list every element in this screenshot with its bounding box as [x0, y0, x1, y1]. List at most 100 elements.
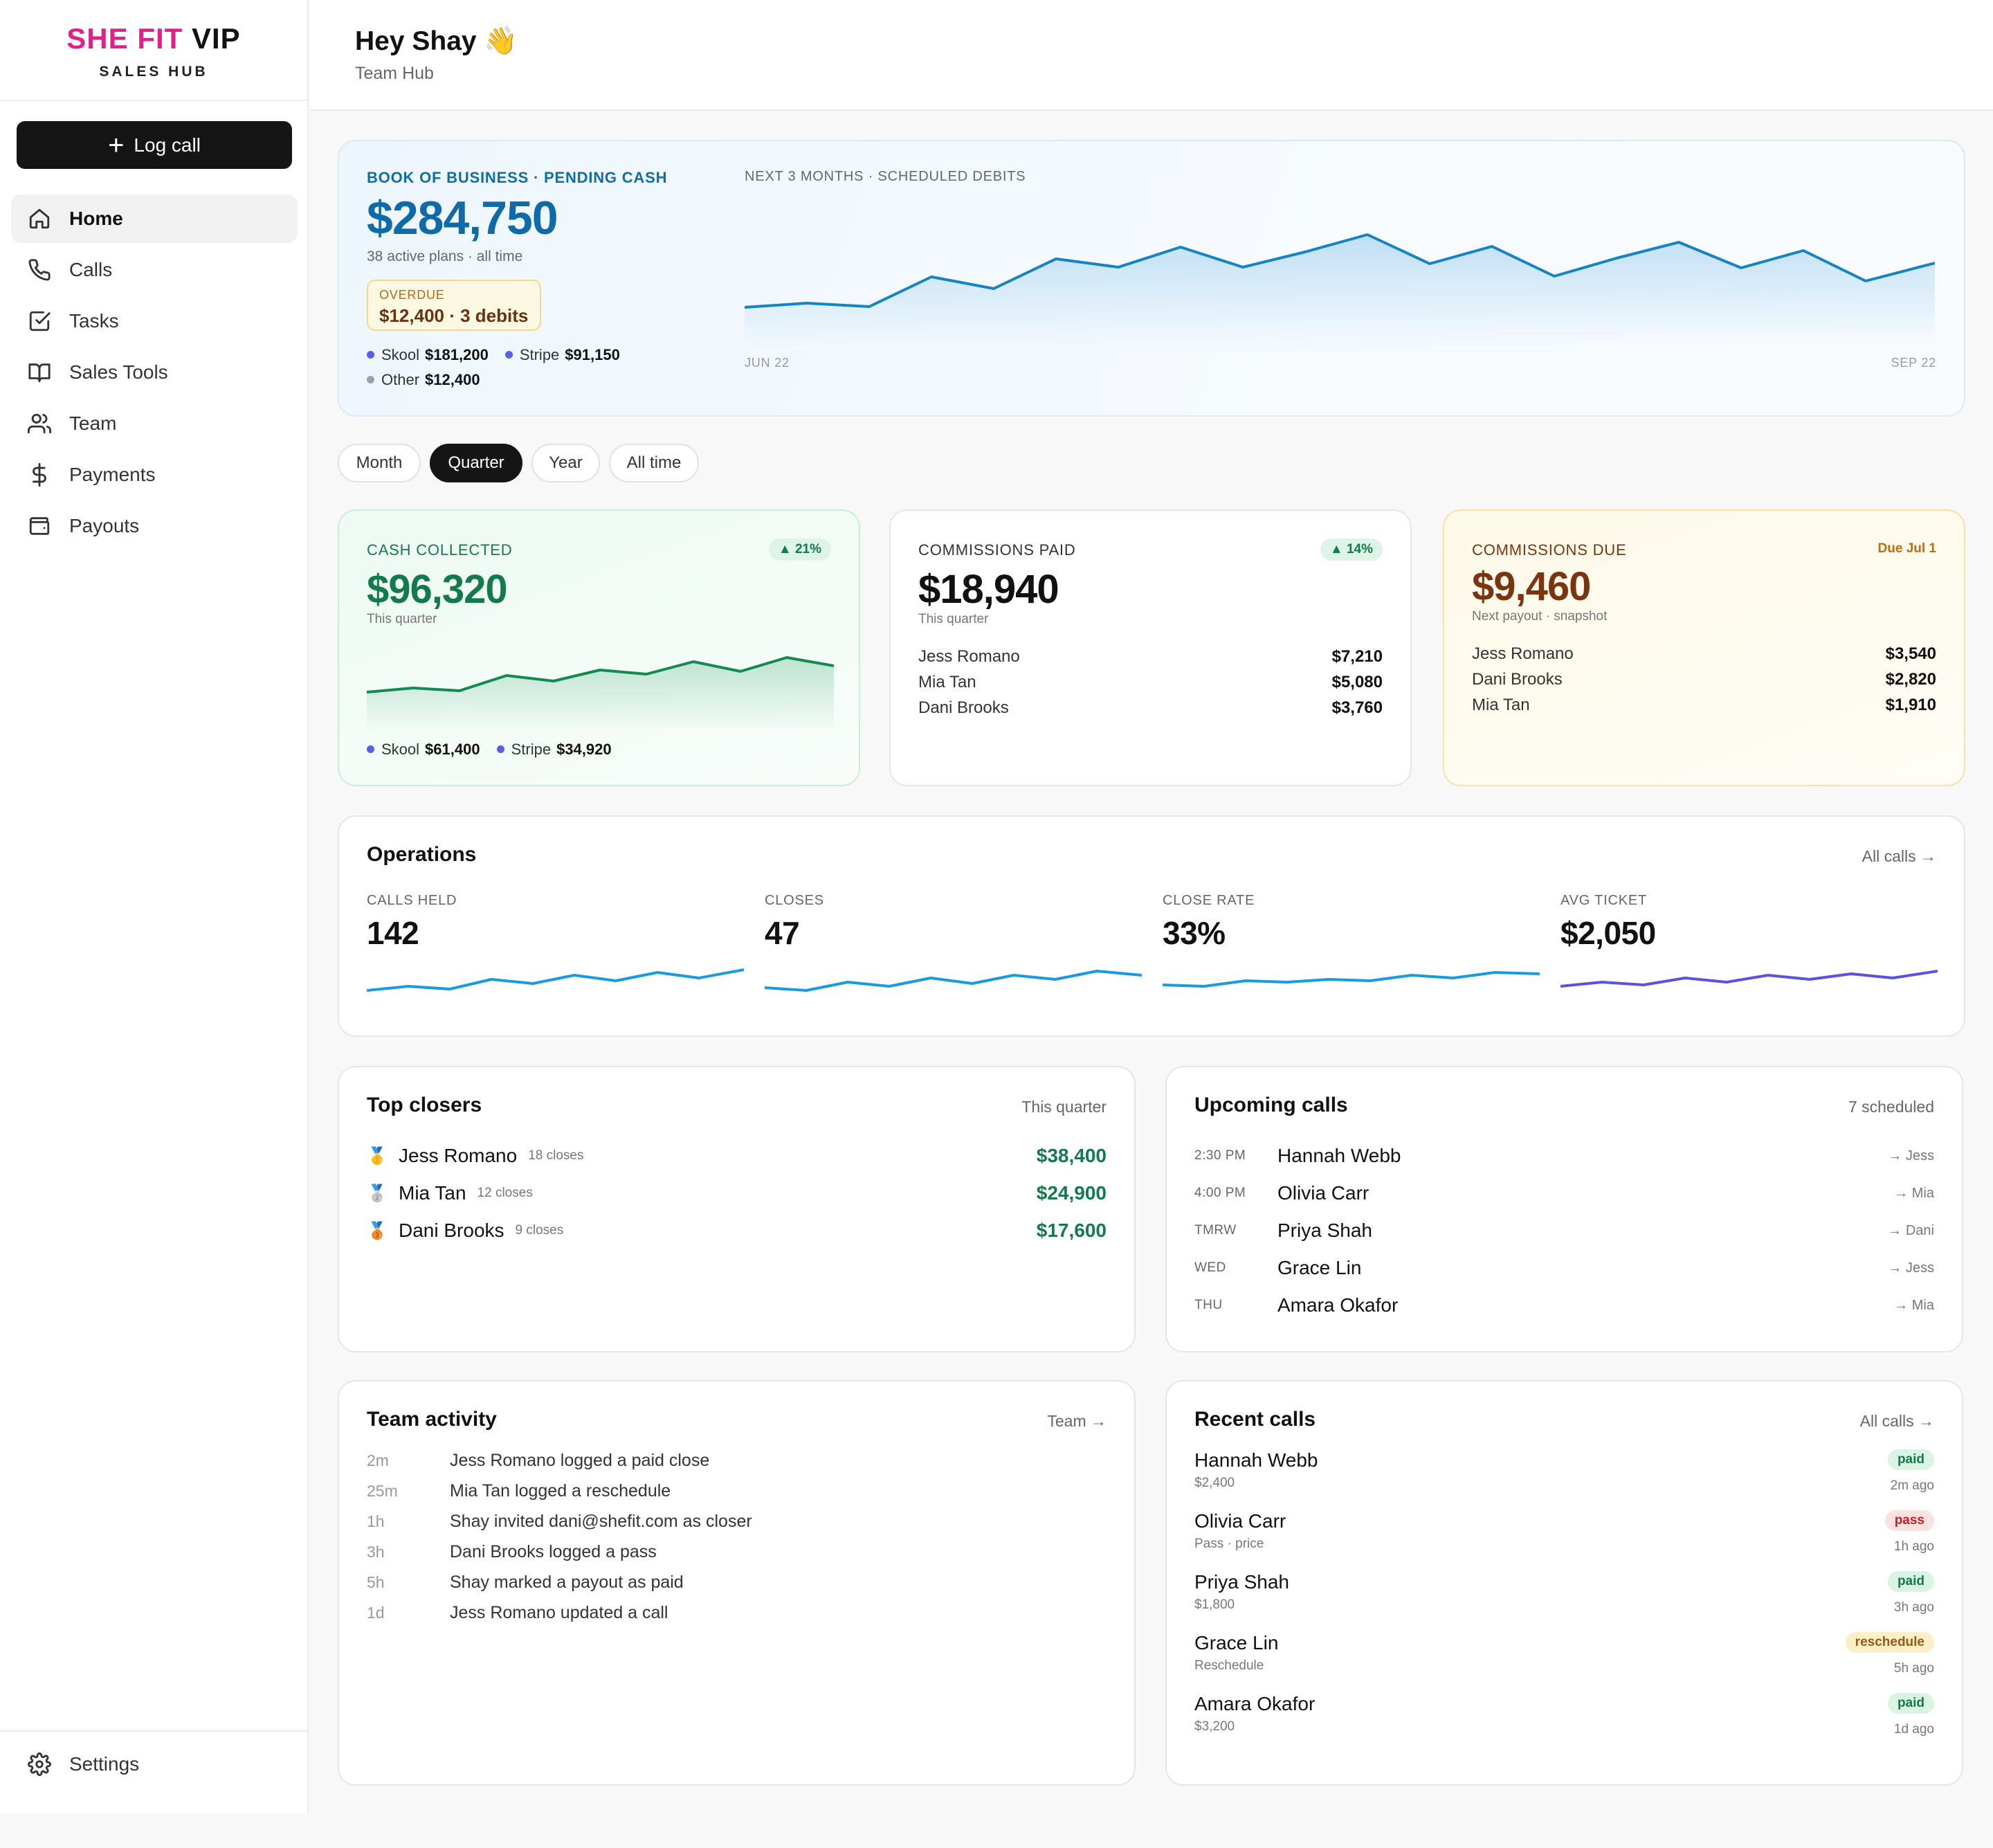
status-badge: pass — [1884, 1510, 1934, 1531]
list-item[interactable]: THU Amara Okafor → Mia — [1194, 1294, 1934, 1316]
legend-item: Skool $61,400 — [367, 741, 480, 759]
book-subtext: 38 active plans · all time — [367, 248, 523, 264]
metric-closes: CLOSES 47 — [764, 893, 1143, 1006]
sidebar-item-payments[interactable]: Payments — [11, 451, 298, 499]
sidebar-item-label: Team — [69, 413, 117, 434]
sidebar-item-label: Tasks — [69, 310, 119, 332]
recent-calls-card: Recent calls All calls → Hannah Webb $2,4… — [1165, 1380, 1963, 1786]
log-call-button[interactable]: + Log call — [17, 121, 292, 169]
sidebar-item-tasks[interactable]: Tasks — [11, 297, 298, 345]
cash-legend: Skool $61,400 Stripe $34,920 — [367, 741, 612, 759]
filter-quarter[interactable]: Quarter — [430, 444, 522, 482]
book-of-business-card: BOOK OF BUSINESS · PENDING CASH $284,750… — [338, 140, 1965, 417]
sidebar-item-sales-tools[interactable]: Sales Tools — [11, 348, 298, 397]
chart-area — [745, 235, 1935, 349]
operations-card: Operations All calls → CALLS HELD 142 CL… — [338, 815, 1965, 1037]
list-item: 5h Shay marked a payout as paid — [367, 1572, 684, 1592]
settings-label: Settings — [69, 1753, 140, 1775]
legend-item: Stripe $91,150 — [504, 346, 620, 364]
sidebar-nav: Home Calls Tasks Sales Tools Team Paymen… — [11, 194, 298, 553]
brand-name-pink: SHE FIT — [66, 22, 183, 55]
chart-line — [745, 233, 1935, 309]
gold-medal-icon: 🥇 — [367, 1146, 388, 1166]
metric-value: 142 — [367, 915, 419, 951]
book-value: $284,750 — [367, 192, 558, 244]
legend-dot — [496, 745, 504, 753]
table-row[interactable]: Olivia Carr Pass · price pass 1h ago — [1194, 1510, 1934, 1554]
list-item: Dani Brooks $3,760 — [918, 698, 1383, 717]
sidebar-item-calls[interactable]: Calls — [11, 246, 298, 294]
list-item: Mia Tan $5,080 — [918, 672, 1383, 691]
upcoming-calls-card: Upcoming calls 7 scheduled 2:30 PM Hannah… — [1165, 1066, 1963, 1352]
commissions-due-subtext: Next payout · snapshot — [1472, 609, 1608, 624]
sidebar-item-payouts[interactable]: Payouts — [11, 502, 298, 550]
overdue-value: $12,400 · 3 debits — [379, 305, 529, 326]
all-calls-link[interactable]: All calls → — [1859, 1412, 1934, 1430]
list-item[interactable]: 🥉 Dani Brooks 9 closes $17,600 — [367, 1220, 1107, 1241]
cash-chart — [367, 656, 834, 732]
sidebar-item-label: Calls — [69, 259, 113, 280]
table-row[interactable]: Grace Lin Reschedule reschedule 5h ago — [1194, 1632, 1934, 1676]
commissions-paid-value: $18,940 — [918, 567, 1059, 612]
team-link[interactable]: Team → — [1047, 1412, 1107, 1430]
list-item[interactable]: 2:30 PM Hannah Webb → Jess — [1194, 1145, 1934, 1166]
list-item: Mia Tan $1,910 — [1472, 695, 1936, 714]
sidebar-item-settings[interactable]: Settings — [28, 1752, 139, 1776]
list-item: Jess Romano $3,540 — [1472, 644, 1936, 663]
status-badge: paid — [1887, 1449, 1934, 1470]
top-closers-title: Top closers — [367, 1094, 482, 1116]
book-chart-title: NEXT 3 MONTHS · SCHEDULED DEBITS — [745, 169, 1026, 184]
sparkline — [764, 970, 1143, 992]
list-item: 3h Dani Brooks logged a pass — [367, 1541, 657, 1561]
users-icon — [28, 413, 51, 434]
list-item[interactable]: 🥈 Mia Tan 12 closes $24,900 — [367, 1182, 1107, 1204]
status-badge: paid — [1887, 1571, 1934, 1592]
book-icon — [28, 363, 51, 383]
list-item: Jess Romano $7,210 — [918, 646, 1383, 666]
log-call-label: Log call — [134, 134, 201, 156]
table-row[interactable]: Hannah Webb $2,400 paid 2m ago — [1194, 1449, 1934, 1493]
list-item[interactable]: WED Grace Lin → Jess — [1194, 1257, 1934, 1278]
sidebar-item-label: Payouts — [69, 515, 140, 536]
filter-month[interactable]: Month — [338, 444, 421, 482]
page-subtitle: Team Hub — [355, 64, 434, 83]
phone-icon — [28, 259, 51, 281]
brand-name-dark: VIP — [191, 22, 241, 55]
all-calls-link[interactable]: All calls → — [1862, 847, 1936, 865]
list-item[interactable]: 4:00 PM Olivia Carr → Mia — [1194, 1182, 1934, 1204]
table-row[interactable]: Amara Okafor $3,200 paid 1d ago — [1194, 1693, 1934, 1737]
overdue-badge[interactable]: OVERDUE $12,400 · 3 debits — [367, 280, 541, 331]
commissions-paid-card: COMMISSIONS PAID ▲ 14% $18,940 This quar… — [889, 509, 1412, 786]
sidebar-item-team[interactable]: Team — [11, 399, 298, 448]
metric-label: CALLS HELD — [367, 893, 457, 908]
list-item: 1d Jess Romano updated a call — [367, 1602, 668, 1622]
silver-medal-icon: 🥈 — [367, 1184, 388, 1203]
bronze-medal-icon: 🥉 — [367, 1221, 388, 1240]
filter-all-time[interactable]: All time — [609, 444, 699, 482]
table-row[interactable]: Priya Shah $1,800 paid 3h ago — [1194, 1571, 1934, 1615]
status-badge: reschedule — [1845, 1632, 1934, 1653]
page-title: Hey Shay 👋 — [355, 26, 518, 56]
list-item[interactable]: 🥇 Jess Romano 18 closes $38,400 — [367, 1145, 1107, 1166]
team-activity-title: Team activity — [367, 1408, 497, 1431]
metric-label: AVG TICKET — [1560, 893, 1648, 908]
overdue-label: OVERDUE — [379, 288, 445, 302]
upcoming-calls-count: 7 scheduled — [1848, 1098, 1934, 1116]
brand-logo[interactable]: SHE FIT VIP SALES HUB — [0, 0, 307, 101]
upcoming-calls-title: Upcoming calls — [1194, 1094, 1348, 1116]
legend-dot — [504, 350, 513, 359]
filter-year[interactable]: Year — [531, 444, 600, 482]
chart-line — [367, 656, 834, 694]
status-badge: paid — [1887, 1693, 1934, 1714]
plus-icon: + — [108, 129, 125, 161]
legend-dot — [367, 745, 374, 753]
sidebar-item-home[interactable]: Home — [11, 194, 298, 243]
list-item: 25m Mia Tan logged a reschedule — [367, 1480, 671, 1501]
sparkline — [1162, 971, 1540, 988]
recent-calls-title: Recent calls — [1194, 1408, 1316, 1431]
metric-value: $2,050 — [1560, 915, 1656, 951]
top-closers-period: This quarter — [1021, 1098, 1107, 1116]
book-legend: Skool $181,200 Stripe $91,150 Other $12,400 — [367, 346, 657, 389]
list-item[interactable]: TMRW Priya Shah → Dani — [1194, 1220, 1934, 1241]
legend-item: Other $12,400 — [367, 371, 480, 389]
